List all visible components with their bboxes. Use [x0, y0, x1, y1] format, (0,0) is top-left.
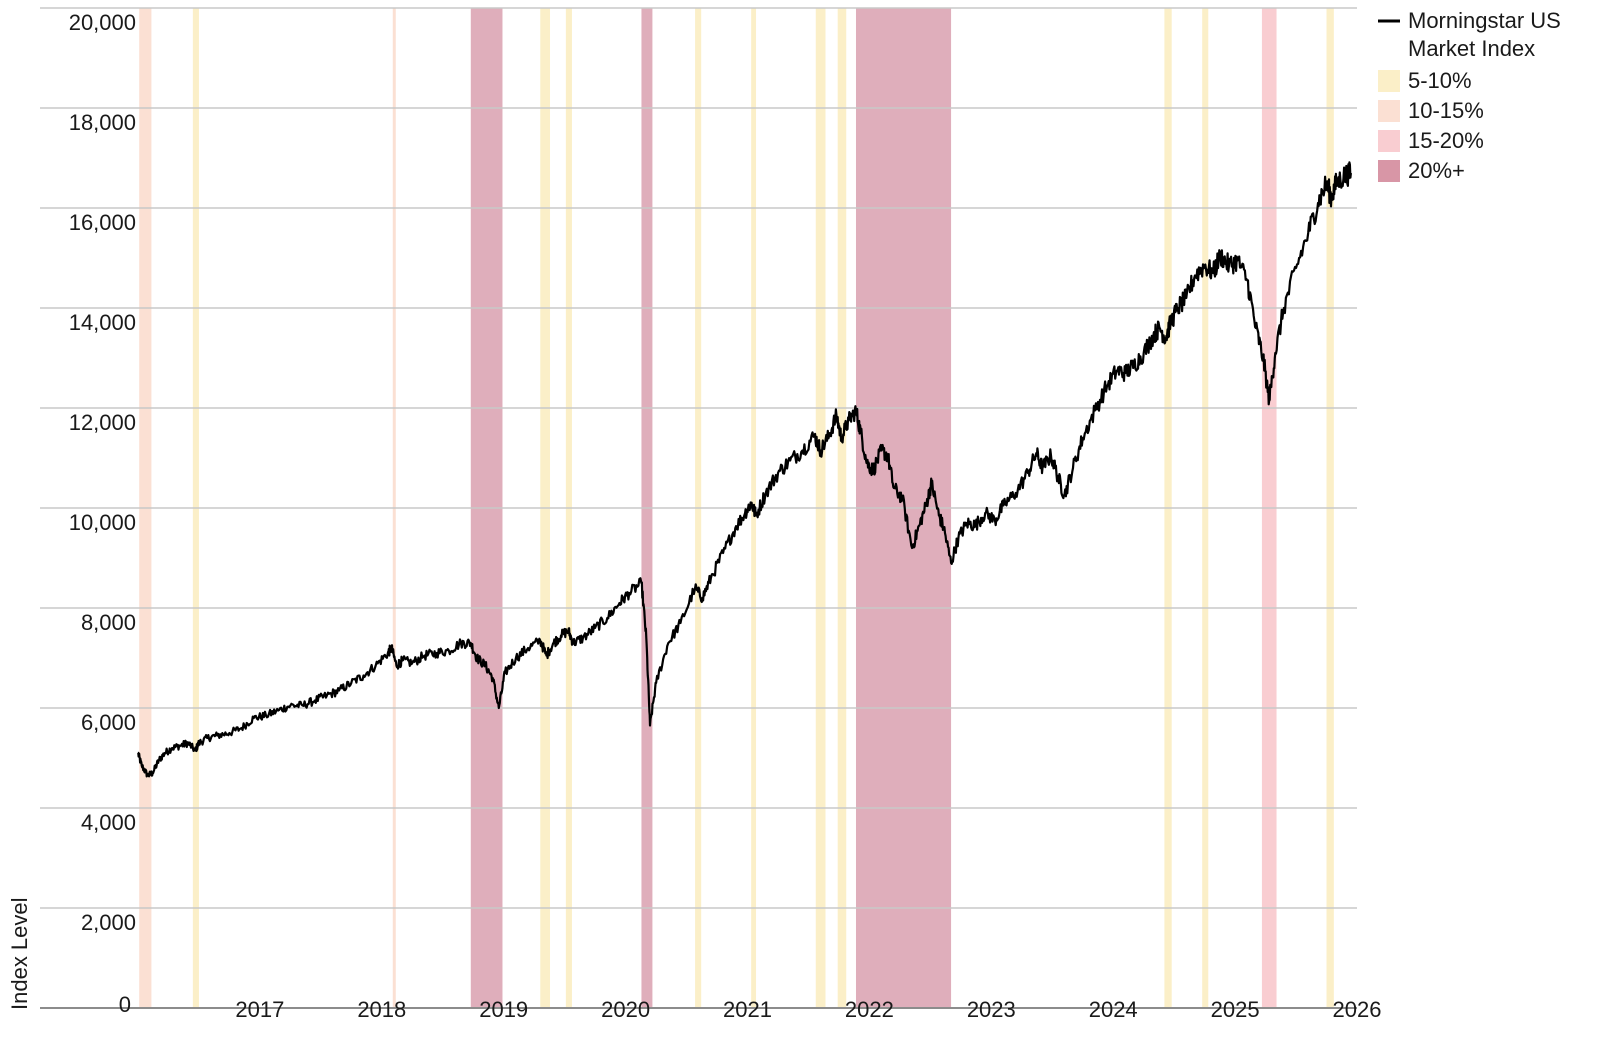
x-tick-label-5: 2022 [845, 997, 894, 1022]
gridlines [40, 7, 1357, 1009]
y-tick-label-10: 20,000 [69, 10, 136, 35]
x-tick-label-0: 2017 [235, 997, 284, 1022]
x-axis-tick-labels: 2017 2018 2019 2020 2021 2022 2023 2024 2025 2026 [235, 997, 1381, 1022]
y-tick-label-1: 2,000 [81, 910, 136, 935]
x-tick-label-9: 2026 [1333, 997, 1382, 1022]
y-tick-label-7: 14,000 [69, 310, 136, 335]
x-tick-label-6: 2023 [967, 997, 1016, 1022]
y-tick-label-3: 6,000 [81, 710, 136, 735]
y-tick-label-4: 8,000 [81, 610, 136, 635]
legend-label-2: 10-15% [1408, 98, 1484, 123]
legend-label-index-line-0: Morningstar US [1408, 8, 1561, 33]
x-tick-label-3: 2020 [601, 997, 650, 1022]
legend-label-3: 15-20% [1408, 128, 1484, 153]
y-tick-label-0: 0 [119, 992, 131, 1017]
y-tick-label-6: 12,000 [69, 410, 136, 435]
legend: Morningstar US Market Index 5-10% 10-15% 15-… [1378, 8, 1561, 183]
legend-swatch-3 [1378, 130, 1400, 152]
legend-label-index-line-1: Market Index [1408, 36, 1535, 61]
x-tick-label-4: 2021 [723, 997, 772, 1022]
y-axis-title: Index Level [7, 897, 32, 1010]
legend-swatch-4 [1378, 160, 1400, 182]
x-tick-label-8: 2025 [1211, 997, 1260, 1022]
legend-swatch-1 [1378, 70, 1400, 92]
series-line-layer [137, 161, 1352, 778]
legend-label-1: 5-10% [1408, 68, 1472, 93]
legend-swatch-2 [1378, 100, 1400, 122]
legend-label-4: 20%+ [1408, 158, 1465, 183]
y-axis-tick-labels: 0 2,000 4,000 6,000 8,000 10,000 12,000 14,000 1… [69, 10, 136, 1017]
x-tick-label-7: 2024 [1089, 997, 1138, 1022]
y-tick-label-5: 10,000 [69, 510, 136, 535]
y-tick-label-8: 16,000 [69, 210, 136, 235]
x-tick-label-2: 2019 [479, 997, 528, 1022]
series-line-0 [137, 161, 1352, 778]
x-tick-label-1: 2018 [357, 997, 406, 1022]
y-tick-label-9: 18,000 [69, 110, 136, 135]
y-tick-label-2: 4,000 [81, 810, 136, 835]
